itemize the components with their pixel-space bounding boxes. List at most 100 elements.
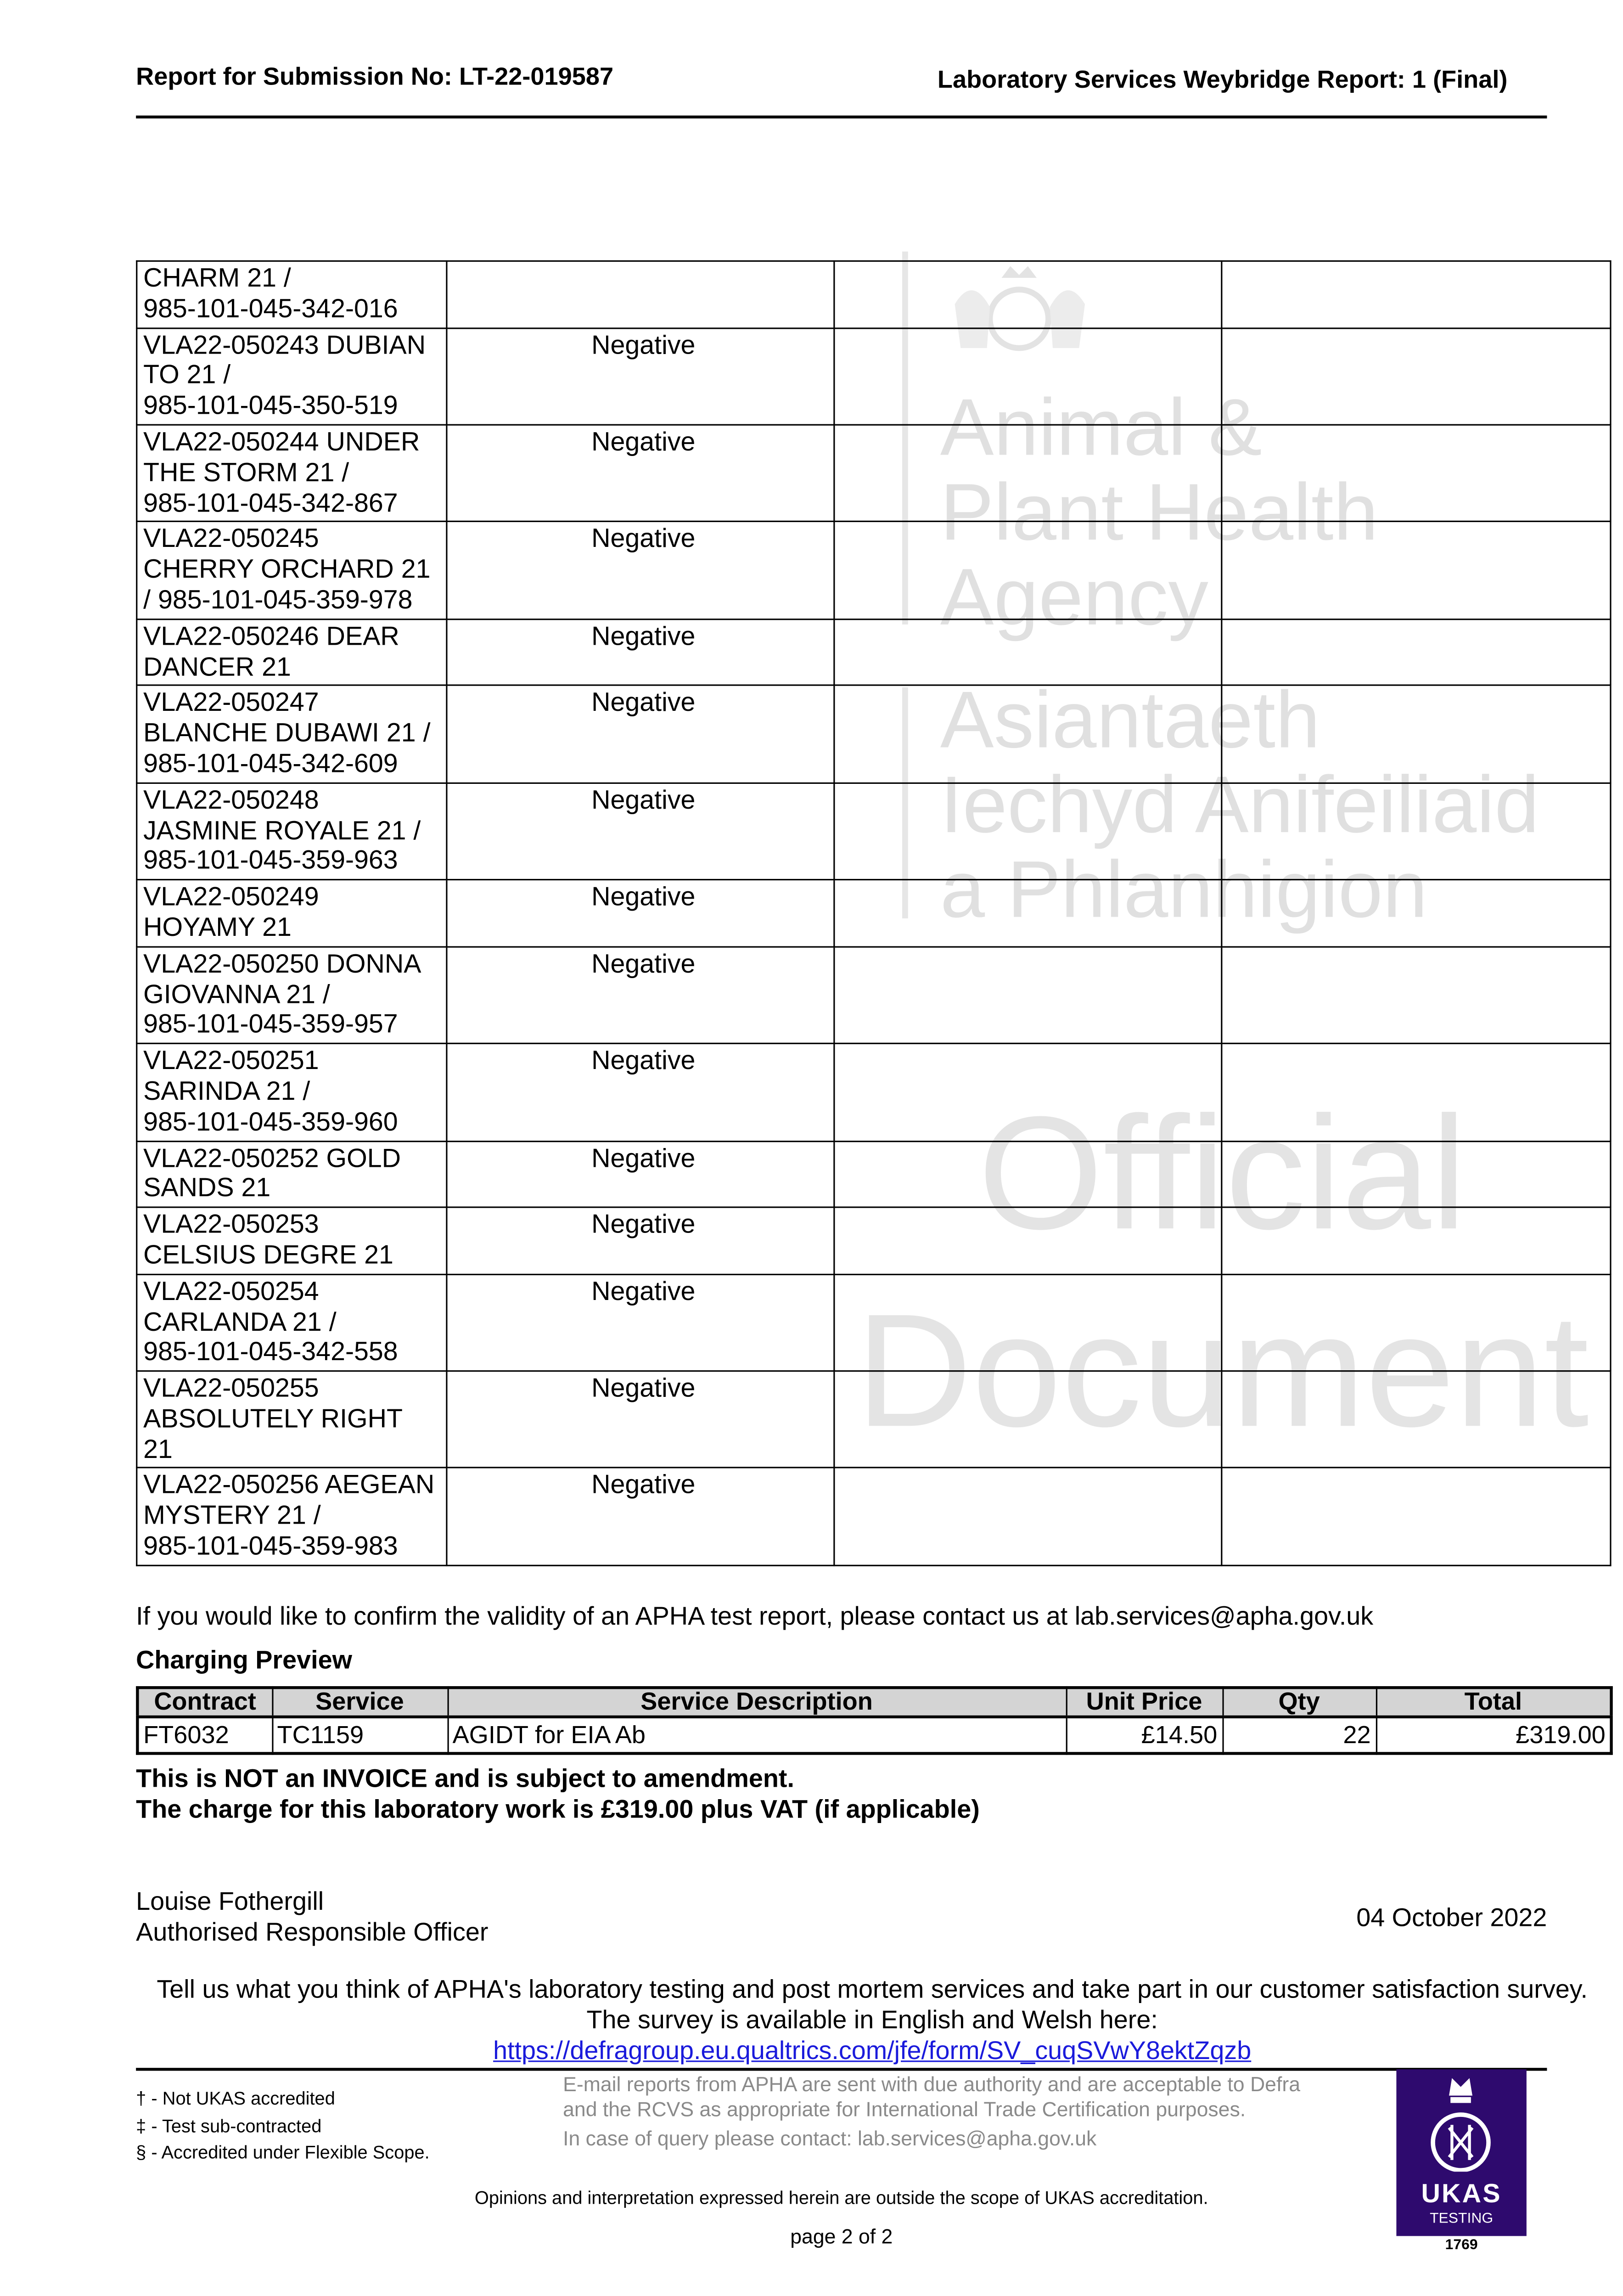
empty-cell [833, 945, 1223, 1045]
empty-cell [1221, 945, 1612, 1045]
sample-cell: VLA22-050250 DONNA GIOVANNA 21 / 985-101… [136, 945, 448, 1045]
empty-cell [833, 1043, 1223, 1142]
email-note: E-mail reports from APHA are sent with d… [563, 2072, 1301, 2121]
empty-cell [833, 782, 1223, 881]
result-row: VLA22-050244 UNDER THE STORM 21 / 985-10… [136, 424, 1612, 523]
result-row: VLA22-050245 CHERRY ORCHARD 21 / 985-101… [136, 521, 1612, 620]
result-row: VLA22-050243 DUBIAN TO 21 / 985-101-045-… [136, 327, 1612, 426]
ukas-testing: TESTING [1430, 2211, 1494, 2228]
ukas-label: UKAS [1421, 2179, 1502, 2208]
empty-cell [833, 1206, 1223, 1275]
result-cell: Negative [446, 1140, 835, 1208]
officer-role: Authorised Responsible Officer [136, 1917, 489, 1947]
col-total: Total [1375, 1687, 1612, 1719]
service-cell: TC1159 [271, 1716, 449, 1755]
report-date: 04 October 2022 [1356, 1902, 1547, 1932]
sample-cell: VLA22-050253 CELSIUS DEGRE 21 [136, 1206, 448, 1275]
legend-subcontracted: ‡ - Test sub-contracted [136, 2115, 322, 2136]
charge-row: FT6032 TC1159 AGIDT for EIA Ab £14.50 22… [136, 1716, 1612, 1755]
col-description: Service Description [446, 1687, 1067, 1719]
ukas-crown-icon [1431, 2078, 1491, 2172]
result-row: VLA22-050256 AEGEAN MYSTERY 21 / 985-101… [136, 1467, 1612, 1566]
total-cell: £319.00 [1375, 1716, 1612, 1755]
survey-text: Tell us what you think of APHA's laborat… [157, 1974, 1588, 2034]
header-divider [136, 115, 1547, 118]
contract-cell: FT6032 [136, 1716, 273, 1755]
ukas-logo: UKAS TESTING [1396, 2069, 1527, 2236]
result-row: VLA22-050252 GOLD SANDS 21 Negative [136, 1140, 1612, 1208]
empty-cell [1221, 618, 1612, 687]
opinions-note: Opinions and interpretation expressed he… [474, 2188, 1208, 2208]
sample-cell: VLA22-050244 UNDER THE STORM 21 / 985-10… [136, 424, 448, 523]
result-cell: Negative [446, 1467, 835, 1566]
query-note: In case of query please contact: lab.ser… [563, 2126, 1097, 2150]
legend-not-accredited: † - Not UKAS accredited [136, 2088, 335, 2109]
result-row: VLA22-050251 SARINDA 21 / 985-101-045-35… [136, 1043, 1612, 1142]
empty-cell [833, 260, 1223, 329]
result-cell: Negative [446, 1206, 835, 1275]
result-row: VLA22-050255 ABSOLUTELY RIGHT 21 Negative [136, 1370, 1612, 1469]
submission-number: Report for Submission No: LT-22-019587 [136, 62, 614, 91]
legend-flexible-scope: § - Accredited under Flexible Scope. [136, 2142, 430, 2163]
result-cell: Negative [446, 521, 835, 620]
validity-note: If you would like to confirm the validit… [136, 1601, 1374, 1631]
result-cell: Negative [446, 1273, 835, 1372]
empty-cell [833, 1370, 1223, 1469]
results-table: CHARM 21 / 985-101-045-342-016 VLA22-0502… [136, 260, 1612, 1566]
empty-cell [833, 618, 1223, 687]
sample-cell: VLA22-050247 BLANCHE DUBAWI 21 / 985-101… [136, 685, 448, 784]
empty-cell [833, 424, 1223, 523]
result-cell: Negative [446, 618, 835, 687]
result-cell [446, 260, 835, 329]
sample-cell: VLA22-050246 DEAR DANCER 21 [136, 618, 448, 687]
sample-cell: VLA22-050256 AEGEAN MYSTERY 21 / 985-101… [136, 1467, 448, 1566]
empty-cell [1221, 1467, 1612, 1566]
result-row: VLA22-050248 JASMINE ROYALE 21 / 985-101… [136, 782, 1612, 881]
empty-cell [1221, 521, 1612, 620]
empty-cell [833, 879, 1223, 947]
footer-divider [136, 2068, 1547, 2071]
empty-cell [833, 521, 1223, 620]
survey-link[interactable]: https://defragroup.eu.qualtrics.com/jfe/… [493, 2036, 1252, 2065]
result-cell: Negative [446, 327, 835, 426]
result-cell: Negative [446, 1370, 835, 1469]
empty-cell [833, 327, 1223, 426]
empty-cell [1221, 260, 1612, 329]
sample-cell: VLA22-050251 SARINDA 21 / 985-101-045-35… [136, 1043, 448, 1142]
sample-cell: VLA22-050252 GOLD SANDS 21 [136, 1140, 448, 1208]
sample-cell: VLA22-050249 HOYAMY 21 [136, 879, 448, 947]
result-cell: Negative [446, 945, 835, 1045]
report-title: Laboratory Services Weybridge Report: 1 … [937, 66, 1508, 94]
result-row: VLA22-050249 HOYAMY 21 Negative [136, 879, 1612, 947]
empty-cell [833, 1467, 1223, 1566]
result-cell: Negative [446, 685, 835, 784]
result-cell: Negative [446, 1043, 835, 1142]
empty-cell [833, 1140, 1223, 1208]
result-row: VLA22-050246 DEAR DANCER 21 Negative [136, 618, 1612, 687]
empty-cell [833, 685, 1223, 784]
col-qty: Qty [1221, 1687, 1377, 1719]
empty-cell [1221, 782, 1612, 881]
officer-name: Louise Fothergill [136, 1886, 324, 1916]
result-row: VLA22-050247 BLANCHE DUBAWI 21 / 985-101… [136, 685, 1612, 784]
unit-price-cell: £14.50 [1065, 1716, 1224, 1755]
empty-cell [1221, 1206, 1612, 1275]
empty-cell [1221, 1043, 1612, 1142]
empty-cell [1221, 879, 1612, 947]
ukas-number: 1769 [1445, 2237, 1478, 2254]
sample-cell: CHARM 21 / 985-101-045-342-016 [136, 260, 448, 329]
result-cell: Negative [446, 424, 835, 523]
empty-cell [833, 1273, 1223, 1372]
qty-cell: 22 [1221, 1716, 1377, 1755]
result-row: VLA22-050253 CELSIUS DEGRE 21 Negative [136, 1206, 1612, 1275]
col-unit-price: Unit Price [1065, 1687, 1224, 1719]
sample-cell: VLA22-050248 JASMINE ROYALE 21 / 985-101… [136, 782, 448, 881]
sample-cell: VLA22-050255 ABSOLUTELY RIGHT 21 [136, 1370, 448, 1469]
empty-cell [1221, 1273, 1612, 1372]
not-invoice-notice: This is NOT an INVOICE and is subject to… [136, 1763, 794, 1793]
col-contract: Contract [136, 1687, 273, 1719]
result-row: CHARM 21 / 985-101-045-342-016 [136, 260, 1612, 329]
charge-notice: The charge for this laboratory work is £… [136, 1794, 980, 1824]
description-cell: AGIDT for EIA Ab [446, 1716, 1067, 1755]
